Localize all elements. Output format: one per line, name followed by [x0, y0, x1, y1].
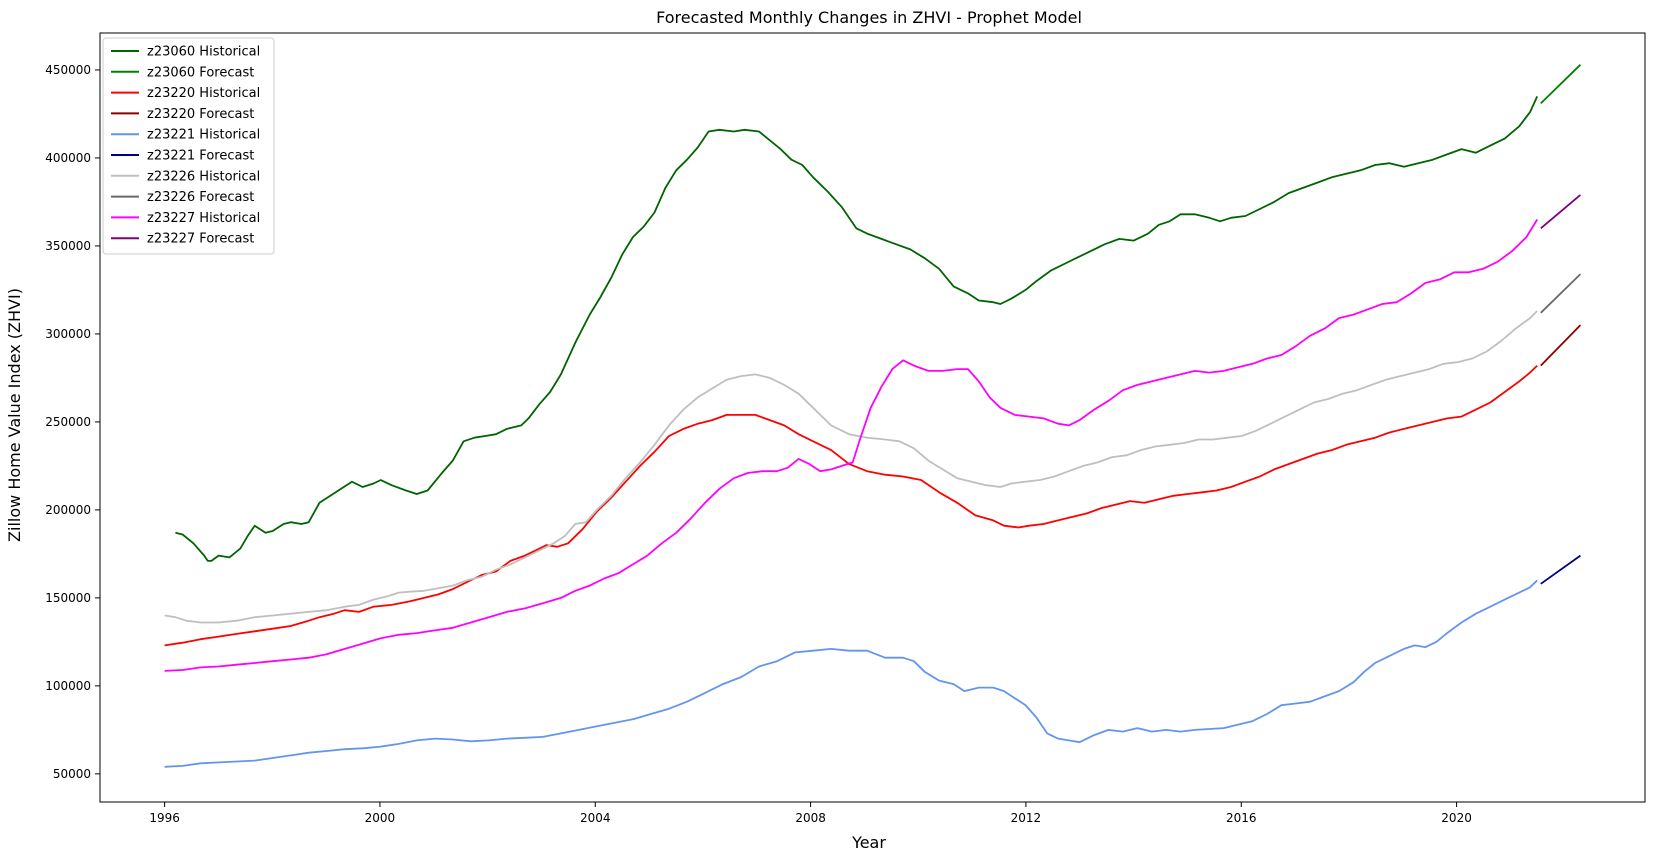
y-tick-label: 200000: [45, 503, 91, 517]
series-line-z23060-historical: [175, 96, 1539, 562]
x-tick-label: 2012: [1011, 811, 1042, 825]
legend-label: z23060 Historical: [147, 45, 260, 60]
legend-label: z23220 Historical: [147, 86, 260, 101]
legend-label: z23220 Forecast: [147, 107, 254, 122]
series-line-z23226-historical: [164, 310, 1538, 624]
x-tick-label: 2004: [580, 811, 611, 825]
plot-area-frame: [99, 32, 1646, 803]
legend-label: z23221 Historical: [147, 128, 260, 143]
series-lines: [164, 64, 1582, 768]
x-tick-label: 1996: [149, 811, 180, 825]
y-tick-label: 250000: [45, 415, 91, 429]
y-axis-label: Zillow Home Value Index (ZHVI): [5, 288, 24, 542]
y-tick-label: 450000: [45, 63, 91, 77]
legend-label: z23227 Historical: [147, 211, 260, 226]
legend-label: z23226 Forecast: [147, 190, 254, 205]
y-axis: 50000 100000 150000 200000 250000 300000 35000…: [45, 63, 100, 781]
x-tick-label: 2016: [1226, 811, 1257, 825]
x-tick-label: 2008: [795, 811, 826, 825]
x-tick-label: 2020: [1441, 811, 1472, 825]
x-axis-label: Year: [851, 833, 886, 852]
series-line-z23220-forecast: [1540, 324, 1582, 367]
y-tick-label: 100000: [45, 679, 91, 693]
y-tick-label: 50000: [53, 767, 91, 781]
series-line-z23221-forecast: [1540, 554, 1581, 585]
legend-label: z23226 Historical: [147, 169, 260, 184]
series-line-z23221-historical: [164, 579, 1538, 768]
legend: z23060 Historical z23060 Forecast z23220 H…: [102, 37, 275, 255]
legend-label: z23221 Forecast: [147, 149, 254, 164]
series-line-z23060-forecast: [1540, 64, 1582, 105]
series-line-z23220-historical: [164, 364, 1538, 647]
chart-title: Forecasted Monthly Changes in ZHVI - Pro…: [656, 8, 1082, 27]
legend-box: [102, 37, 275, 255]
y-tick-label: 350000: [45, 239, 91, 253]
series-line-z23226-forecast: [1540, 273, 1582, 314]
x-axis: 1996 2000 2004 2008 2012 2016 2020: [149, 802, 1472, 825]
series-line-z23227-forecast: [1540, 194, 1581, 229]
x-tick-label: 2000: [365, 811, 396, 825]
y-tick-label: 300000: [45, 327, 91, 341]
y-tick-label: 400000: [45, 151, 91, 165]
y-tick-label: 150000: [45, 591, 91, 605]
legend-label: z23060 Forecast: [147, 65, 254, 80]
legend-label: z23227 Forecast: [147, 232, 254, 247]
series-line-z23227-historical: [164, 219, 1538, 672]
